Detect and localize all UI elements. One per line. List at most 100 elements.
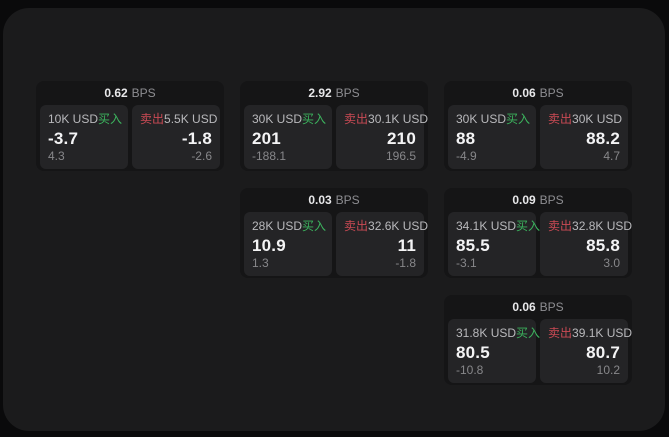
sell-sub-value: 196.5 (385, 149, 416, 163)
buy-price: 10.9 (252, 236, 286, 255)
sell-amount: 30.1K USD (368, 112, 428, 126)
card-header: 0.03 BPS (240, 188, 428, 212)
sell-tag: 卖出 (548, 326, 573, 340)
quote-card[interactable]: 0.03 BPS 28K USD 买入 10.9 1.3 卖出 32.6K US… (240, 188, 428, 278)
buy-tag: 买入 (506, 112, 531, 126)
buy-panel[interactable]: 28K USD 买入 10.9 1.3 (244, 212, 332, 276)
buy-price: 80.5 (456, 343, 490, 362)
quote-card[interactable]: 2.92 BPS 30K USD 买入 201 -188.1 卖出 30.1K … (240, 81, 428, 171)
bps-unit-label: BPS (335, 86, 360, 100)
card-body: 34.1K USD 买入 85.5 -3.1 卖出 32.8K USD 85.8… (444, 212, 632, 278)
bps-value: 0.06 (512, 300, 536, 314)
bps-unit-label: BPS (131, 86, 156, 100)
buy-price: -3.7 (48, 129, 79, 148)
sell-sub-value: 10.2 (596, 363, 620, 377)
bps-unit-label: BPS (539, 86, 564, 100)
sell-amount: 32.6K USD (368, 219, 428, 233)
quote-card[interactable]: 0.06 BPS 31.8K USD 买入 80.5 -10.8 卖出 39.1… (444, 295, 632, 385)
sell-price: 80.7 (586, 343, 620, 362)
sell-amount: 5.5K USD (164, 112, 218, 126)
buy-tag: 买入 (516, 219, 541, 233)
card-body: 30K USD 买入 201 -188.1 卖出 30.1K USD 210 1… (240, 105, 428, 171)
buy-amount: 30K USD (456, 112, 507, 126)
buy-panel-header: 31.8K USD 买入 (456, 326, 540, 340)
buy-panel[interactable]: 30K USD 买入 201 -188.1 (244, 105, 332, 169)
buy-amount: 31.8K USD (456, 326, 517, 340)
card-body: 30K USD 买入 88 -4.9 卖出 30K USD 88.2 4.7 (444, 105, 632, 171)
buy-panel[interactable]: 31.8K USD 买入 80.5 -10.8 (448, 319, 540, 383)
sell-amount: 30K USD (572, 112, 623, 126)
sell-sub-value: -2.6 (191, 149, 212, 163)
bps-unit-label: BPS (335, 193, 360, 207)
buy-tag: 买入 (98, 112, 123, 126)
buy-amount: 28K USD (252, 219, 303, 233)
buy-sub-value: -188.1 (252, 149, 287, 163)
sell-price: -1.8 (181, 129, 212, 148)
buy-panel[interactable]: 34.1K USD 买入 85.5 -3.1 (448, 212, 540, 276)
sell-sub-value: -1.8 (395, 256, 416, 270)
quotes-grid: 0.62 BPS 10K USD 买入 -3.7 4.3 卖出 5.5K USD… (36, 81, 632, 385)
sell-tag: 卖出 (344, 112, 369, 126)
sell-panel-header: 卖出 32.6K USD (344, 219, 428, 233)
sell-panel[interactable]: 卖出 5.5K USD -1.8 -2.6 (132, 105, 220, 169)
sell-panel[interactable]: 卖出 32.8K USD 85.8 3.0 (540, 212, 632, 276)
quote-card[interactable]: 0.06 BPS 30K USD 买入 88 -4.9 卖出 30K USD 8… (444, 81, 632, 171)
sell-tag: 卖出 (140, 112, 165, 126)
card-header: 0.06 BPS (444, 81, 632, 105)
sell-panel[interactable]: 卖出 30K USD 88.2 4.7 (540, 105, 628, 169)
buy-tag: 买入 (302, 219, 327, 233)
buy-tag: 买入 (302, 112, 327, 126)
sell-panel-header: 卖出 30K USD (548, 112, 623, 126)
sell-panel-header: 卖出 39.1K USD (548, 326, 632, 340)
buy-panel-header: 28K USD 买入 (252, 219, 327, 233)
bps-unit-label: BPS (539, 300, 564, 314)
bps-unit-label: BPS (539, 193, 564, 207)
buy-sub-value: -4.9 (456, 149, 477, 163)
card-body: 10K USD 买入 -3.7 4.3 卖出 5.5K USD -1.8 -2.… (36, 105, 224, 171)
buy-panel[interactable]: 10K USD 买入 -3.7 4.3 (40, 105, 128, 169)
card-header: 2.92 BPS (240, 81, 428, 105)
sell-panel-header: 卖出 5.5K USD (140, 112, 217, 126)
sell-panel[interactable]: 卖出 30.1K USD 210 196.5 (336, 105, 428, 169)
buy-panel[interactable]: 30K USD 买入 88 -4.9 (448, 105, 536, 169)
buy-panel-header: 30K USD 买入 (252, 112, 327, 126)
buy-tag: 买入 (516, 326, 541, 340)
sell-amount: 32.8K USD (572, 219, 632, 233)
buy-panel-header: 10K USD 买入 (48, 112, 123, 126)
bps-value: 0.62 (104, 86, 128, 100)
sell-amount: 39.1K USD (572, 326, 632, 340)
sell-panel-header: 卖出 30.1K USD (344, 112, 428, 126)
card-header: 0.09 BPS (444, 188, 632, 212)
card-body: 31.8K USD 买入 80.5 -10.8 卖出 39.1K USD 80.… (444, 319, 632, 385)
buy-sub-value: 1.3 (252, 256, 269, 270)
buy-price: 85.5 (456, 236, 490, 255)
sell-price: 88.2 (586, 129, 620, 148)
buy-sub-value: 4.3 (48, 149, 65, 163)
card-header: 0.62 BPS (36, 81, 224, 105)
sell-price: 85.8 (586, 236, 620, 255)
sell-tag: 卖出 (344, 219, 369, 233)
trading-panel: 0.62 BPS 10K USD 买入 -3.7 4.3 卖出 5.5K USD… (3, 8, 665, 431)
quote-card[interactable]: 0.62 BPS 10K USD 买入 -3.7 4.3 卖出 5.5K USD… (36, 81, 224, 171)
buy-sub-value: -10.8 (456, 363, 484, 377)
sell-price: 210 (387, 129, 416, 148)
buy-panel-header: 34.1K USD 买入 (456, 219, 540, 233)
quote-card[interactable]: 0.09 BPS 34.1K USD 买入 85.5 -3.1 卖出 32.8K… (444, 188, 632, 278)
bps-value: 0.06 (512, 86, 536, 100)
sell-sub-value: 3.0 (603, 256, 620, 270)
buy-amount: 34.1K USD (456, 219, 517, 233)
sell-sub-value: 4.7 (603, 149, 620, 163)
sell-panel[interactable]: 卖出 39.1K USD 80.7 10.2 (540, 319, 632, 383)
bps-value: 0.03 (308, 193, 332, 207)
buy-sub-value: -3.1 (456, 256, 477, 270)
card-header: 0.06 BPS (444, 295, 632, 319)
sell-tag: 卖出 (548, 219, 573, 233)
sell-tag: 卖出 (548, 112, 573, 126)
bps-value: 0.09 (512, 193, 536, 207)
buy-amount: 30K USD (252, 112, 303, 126)
sell-panel-header: 卖出 32.8K USD (548, 219, 632, 233)
sell-panel[interactable]: 卖出 32.6K USD 11 -1.8 (336, 212, 428, 276)
buy-price: 201 (252, 129, 281, 148)
sell-price: 11 (397, 236, 416, 255)
